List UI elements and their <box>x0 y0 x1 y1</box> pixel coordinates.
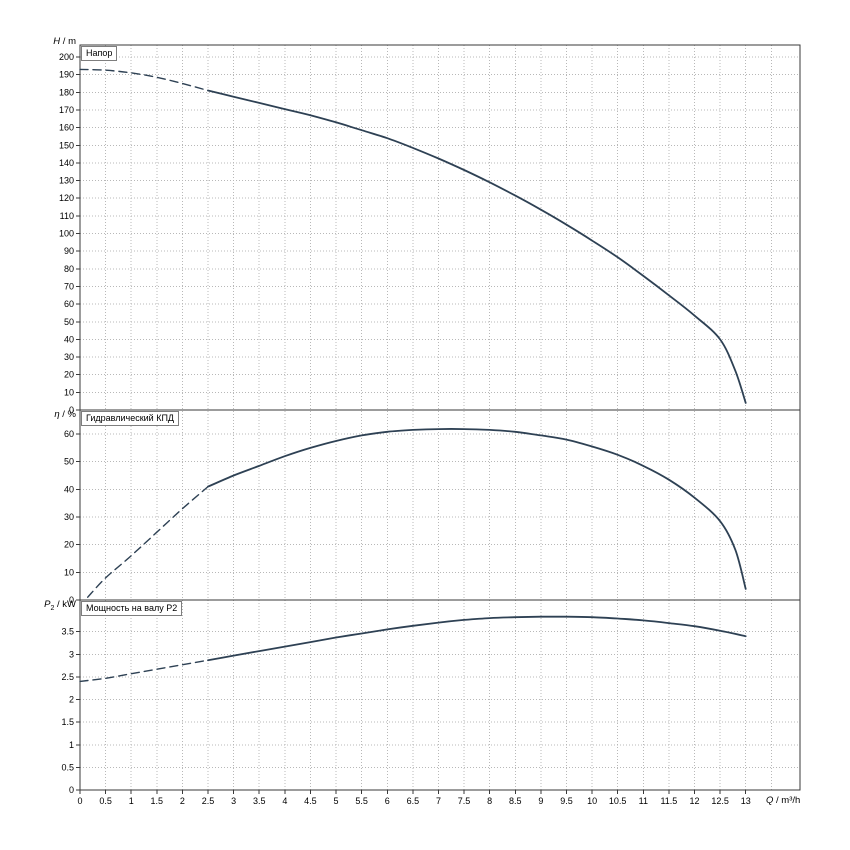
svg-text:9: 9 <box>538 796 543 806</box>
svg-text:2.5: 2.5 <box>61 672 74 682</box>
svg-text:190: 190 <box>59 70 74 80</box>
svg-text:20: 20 <box>64 370 74 380</box>
svg-text:0: 0 <box>77 796 82 806</box>
svg-text:30: 30 <box>64 352 74 362</box>
svg-text:3: 3 <box>231 796 236 806</box>
y-axis-var-efficiency: η <box>54 409 60 420</box>
subplot-title-efficiency: Гидравлический КПД <box>81 411 180 426</box>
svg-text:200: 200 <box>59 52 74 62</box>
svg-text:6: 6 <box>385 796 390 806</box>
svg-text:130: 130 <box>59 176 74 186</box>
svg-text:8: 8 <box>487 796 492 806</box>
svg-text:180: 180 <box>59 87 74 97</box>
svg-text:0.5: 0.5 <box>61 762 74 772</box>
svg-text:4.5: 4.5 <box>304 796 317 806</box>
y-axis-label-efficiency: η / % <box>54 409 76 420</box>
svg-text:10: 10 <box>587 796 597 806</box>
svg-text:1: 1 <box>69 740 74 750</box>
y-axis-var-head: H <box>53 36 61 47</box>
svg-text:12: 12 <box>690 796 700 806</box>
axes-borders <box>79 44 801 791</box>
svg-text:13: 13 <box>741 796 751 806</box>
subplot-title-head: Напор <box>81 46 118 61</box>
x-axis-label: Q / m³/h <box>766 795 801 806</box>
svg-text:10.5: 10.5 <box>609 796 627 806</box>
svg-text:40: 40 <box>64 334 74 344</box>
svg-text:80: 80 <box>64 264 74 274</box>
svg-text:6.5: 6.5 <box>407 796 420 806</box>
svg-text:60: 60 <box>64 429 74 439</box>
y-axis-label-power: P2 / kW <box>44 599 76 612</box>
svg-text:90: 90 <box>64 246 74 256</box>
svg-text:0: 0 <box>69 405 74 415</box>
svg-text:1.5: 1.5 <box>61 717 74 727</box>
svg-text:0: 0 <box>69 595 74 605</box>
svg-text:160: 160 <box>59 123 74 133</box>
svg-text:7: 7 <box>436 796 441 806</box>
svg-text:100: 100 <box>59 229 74 239</box>
svg-text:70: 70 <box>64 281 74 291</box>
svg-text:170: 170 <box>59 105 74 115</box>
svg-text:140: 140 <box>59 158 74 168</box>
svg-text:60: 60 <box>64 299 74 309</box>
svg-text:5.5: 5.5 <box>355 796 368 806</box>
x-axis-var: Q <box>766 795 774 806</box>
svg-text:3: 3 <box>69 649 74 659</box>
curve-efficiency-solid <box>207 428 747 590</box>
curve-power-dashed <box>79 659 209 683</box>
svg-text:11: 11 <box>639 796 648 806</box>
svg-text:10: 10 <box>64 567 74 577</box>
svg-text:3.5: 3.5 <box>61 627 74 637</box>
svg-text:3.5: 3.5 <box>253 796 266 806</box>
svg-text:4: 4 <box>282 796 287 806</box>
svg-text:40: 40 <box>64 484 74 494</box>
subplot-title-power: Мощность на валу P2 <box>81 601 183 616</box>
svg-text:10: 10 <box>64 387 74 397</box>
svg-text:2: 2 <box>180 796 185 806</box>
svg-text:8.5: 8.5 <box>509 796 522 806</box>
svg-text:7.5: 7.5 <box>458 796 471 806</box>
grid-lines <box>80 45 800 790</box>
svg-text:30: 30 <box>64 512 74 522</box>
svg-text:20: 20 <box>64 540 74 550</box>
svg-text:2: 2 <box>69 695 74 705</box>
svg-text:0: 0 <box>69 785 74 795</box>
tick-labels: 0102030405060708090100110120130140150160… <box>59 52 751 806</box>
svg-text:2.5: 2.5 <box>202 796 215 806</box>
svg-text:5: 5 <box>334 796 339 806</box>
svg-text:0.5: 0.5 <box>99 796 112 806</box>
svg-text:50: 50 <box>64 457 74 467</box>
svg-text:9.5: 9.5 <box>560 796 573 806</box>
y-axis-var-power: P <box>44 599 51 610</box>
y-axis-label-head: H / m <box>53 36 76 47</box>
svg-text:11.5: 11.5 <box>660 796 677 806</box>
svg-text:1: 1 <box>129 796 134 806</box>
curve-efficiency-dashed <box>87 485 209 598</box>
svg-text:110: 110 <box>60 211 74 221</box>
svg-text:1.5: 1.5 <box>151 796 164 806</box>
curve-power-solid <box>207 615 747 662</box>
svg-text:50: 50 <box>64 317 74 327</box>
svg-text:120: 120 <box>59 193 74 203</box>
svg-text:12.5: 12.5 <box>711 796 729 806</box>
svg-text:150: 150 <box>59 140 74 150</box>
curve-head-solid <box>207 89 747 404</box>
curve-head-dashed <box>79 68 209 92</box>
